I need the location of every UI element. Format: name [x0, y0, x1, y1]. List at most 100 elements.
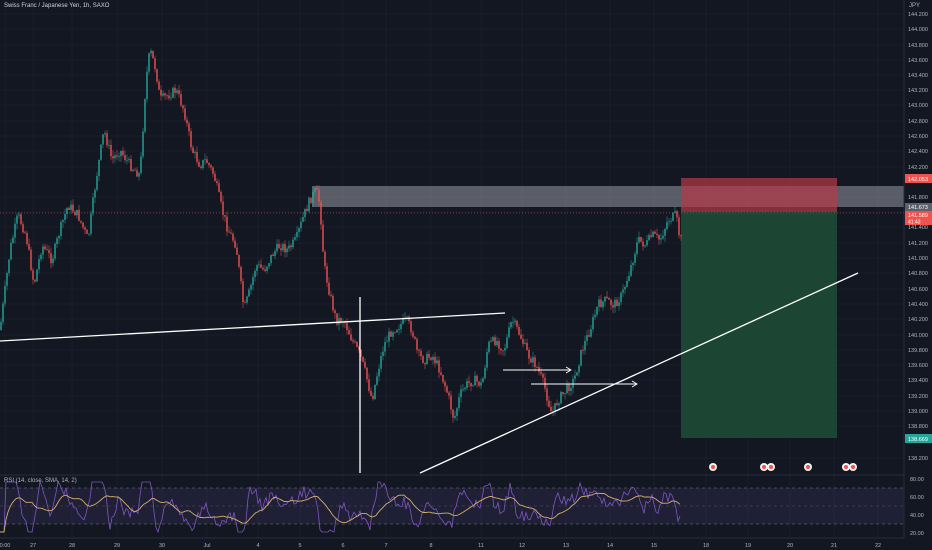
arrow-lower[interactable] [531, 380, 638, 388]
candle-body [124, 155, 126, 161]
candle-body [480, 382, 482, 386]
candle-body [422, 356, 424, 363]
candle-body [188, 123, 190, 132]
price-tick: 139.000 [908, 409, 928, 415]
candle-body [652, 231, 654, 237]
candle-body [176, 90, 178, 93]
time-tick: 22 [875, 543, 881, 549]
candle-body [228, 231, 230, 233]
price-tick: 142.600 [908, 134, 928, 140]
rsi-tick: 80.00 [910, 477, 924, 483]
event-flag-icon[interactable] [709, 463, 717, 471]
time-tick: 18 [703, 543, 709, 549]
candle-body [510, 322, 512, 328]
candle-body [428, 353, 430, 358]
trendline-rising[interactable] [419, 272, 859, 474]
event-flag-icon[interactable] [849, 463, 857, 471]
candle-body [562, 391, 564, 394]
candle-body [302, 217, 304, 222]
event-flag-icon[interactable] [767, 463, 775, 471]
current-price-label: 141.589 41:43 [905, 211, 932, 226]
event-flag-icon[interactable] [842, 463, 850, 471]
candle-body [172, 87, 174, 98]
candle-body [190, 131, 192, 148]
candle-body [32, 270, 34, 280]
candle-body [216, 180, 218, 184]
candle-body [24, 232, 26, 234]
candle-body [456, 408, 458, 416]
candle-body [82, 222, 84, 228]
candle-body [522, 338, 524, 344]
candle-body [298, 228, 300, 232]
price-tick: 143.000 [908, 103, 928, 109]
candle-body [418, 349, 420, 351]
symbol-title[interactable]: Swiss Franc / Japanese Yen, 1h, SAXO [4, 3, 110, 9]
candle-body [178, 90, 180, 95]
candle-body [340, 318, 342, 323]
candle-body [656, 233, 658, 235]
time-tick: 6 [341, 543, 344, 549]
trendline-left[interactable] [0, 312, 506, 342]
candle-body [70, 204, 72, 210]
candle-body [478, 381, 480, 386]
candle-body [280, 248, 282, 251]
candle-body [266, 266, 268, 271]
candle-body [638, 236, 640, 243]
time-tick: 5 [298, 543, 301, 549]
price-axis[interactable] [904, 0, 932, 550]
candle-body [250, 284, 252, 290]
candle-body [382, 351, 384, 357]
time-tick: 13 [563, 543, 569, 549]
stop-price-label: 142.053 [905, 174, 932, 183]
arrow-upper[interactable] [503, 366, 572, 374]
candle-body [104, 133, 106, 135]
candle-body [64, 213, 66, 221]
candle-body [336, 313, 338, 325]
candle-body [170, 97, 172, 99]
rsi-tick: 60.00 [910, 495, 924, 501]
candle-body [34, 279, 36, 282]
price-tick: 144.200 [908, 12, 928, 18]
event-flag-icon[interactable] [804, 463, 812, 471]
candle-body [254, 270, 256, 278]
candle-body [90, 213, 92, 234]
candle-body [498, 341, 500, 349]
candle-body [238, 254, 240, 267]
candle-body [430, 357, 432, 360]
candle-body [150, 50, 152, 54]
candle-body [210, 165, 212, 168]
candle-body [80, 220, 82, 223]
event-markers[interactable] [709, 463, 857, 471]
candle-body [496, 341, 498, 346]
candle-body [54, 243, 56, 259]
candle-body [528, 350, 530, 359]
candle-body [678, 217, 680, 236]
candle-body [140, 156, 142, 173]
candle-body [404, 317, 406, 319]
candle-body [112, 156, 114, 159]
time-tick: 0:00 [0, 543, 10, 549]
price-tick: 139.800 [908, 348, 928, 354]
candle-body [286, 248, 288, 253]
candle-body [368, 379, 370, 391]
candle-body [432, 356, 434, 360]
take-profit-zone[interactable] [681, 212, 837, 438]
candle-body [570, 387, 572, 392]
price-tick: 141.200 [908, 241, 928, 247]
candle-body [590, 329, 592, 337]
time-tick: 4 [256, 543, 259, 549]
candlesticks [0, 48, 682, 423]
candle-body [464, 387, 466, 390]
candle-body [508, 327, 510, 338]
candle-body [576, 372, 578, 376]
event-flag-icon[interactable] [760, 463, 768, 471]
time-axis[interactable] [0, 538, 932, 550]
rsi-indicator-title[interactable]: RSI (14, close, SMA, 14, 2) [4, 478, 77, 484]
candle-body [6, 273, 8, 286]
candle-body [218, 183, 220, 192]
candle-body [92, 197, 94, 214]
candle-body [360, 349, 362, 357]
stop-loss-zone[interactable] [681, 178, 837, 212]
candle-body [520, 334, 522, 339]
